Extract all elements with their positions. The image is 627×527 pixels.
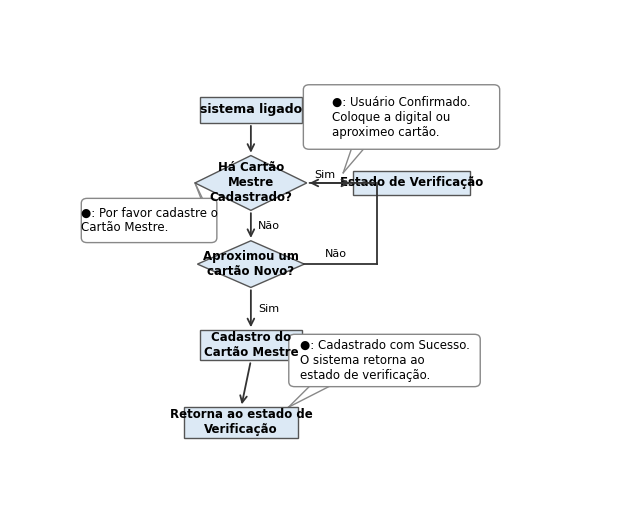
Text: Sim: Sim (314, 170, 335, 180)
Text: Não: Não (325, 249, 347, 259)
Text: Há Cartão
Mestre
Cadastrado?: Há Cartão Mestre Cadastrado? (209, 161, 292, 204)
Text: Aproximou um
cartão Novo?: Aproximou um cartão Novo? (203, 250, 299, 278)
Text: Estado de Verificação: Estado de Verificação (340, 177, 483, 189)
FancyBboxPatch shape (303, 85, 500, 149)
Text: ●: Por favor cadastre o
Cartão Mestre.: ●: Por favor cadastre o Cartão Mestre. (81, 207, 218, 235)
Polygon shape (195, 155, 307, 210)
FancyBboxPatch shape (353, 171, 470, 195)
Text: Não: Não (258, 221, 280, 230)
Text: Sim: Sim (258, 304, 279, 314)
FancyBboxPatch shape (200, 97, 302, 123)
Text: ●: Usuário Confirmado.
Coloque a digital ou
aproximeo cartão.: ●: Usuário Confirmado. Coloque a digital… (332, 95, 471, 139)
Text: Retorna ao estado de
Verificação: Retorna ao estado de Verificação (170, 408, 312, 436)
FancyBboxPatch shape (200, 330, 302, 360)
FancyBboxPatch shape (289, 334, 480, 387)
Text: Cadastro do
Cartão Mestre: Cadastro do Cartão Mestre (204, 331, 298, 359)
Text: sistema ligado: sistema ligado (200, 103, 302, 116)
FancyBboxPatch shape (82, 198, 217, 242)
Text: ●: Cadastrado com Sucesso.
O sistema retorna ao
estado de verificação.: ●: Cadastrado com Sucesso. O sistema ret… (300, 339, 470, 382)
Polygon shape (198, 241, 304, 287)
FancyBboxPatch shape (184, 407, 298, 437)
